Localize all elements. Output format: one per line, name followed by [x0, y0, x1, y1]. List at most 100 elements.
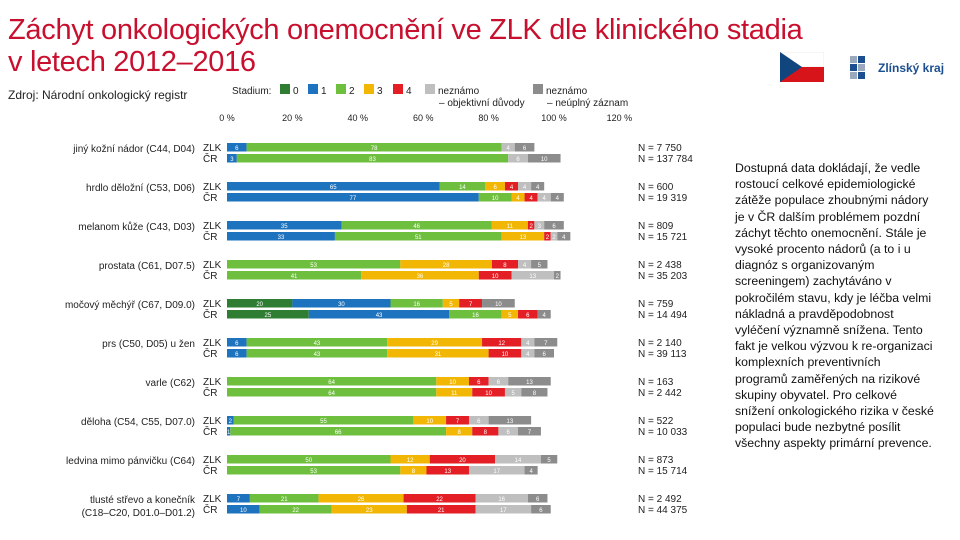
data-label: 17 — [500, 508, 507, 514]
data-label: 65 — [330, 185, 337, 191]
bar-segment — [475, 505, 532, 514]
data-label: 4 — [523, 263, 527, 269]
zlin-region-logo: Zlínský kraj — [850, 56, 944, 80]
bar-segment — [475, 494, 528, 503]
data-label: 21 — [281, 497, 288, 503]
data-label: 23 — [366, 508, 373, 514]
bar-segment — [446, 416, 469, 425]
n-label: N = 809 — [638, 221, 674, 232]
bar-segment — [524, 193, 538, 202]
data-label: 41 — [291, 274, 298, 280]
data-label: 64 — [328, 380, 335, 386]
bar-segment — [227, 299, 293, 308]
bar-segment — [227, 260, 401, 269]
data-label: 10 — [485, 391, 492, 397]
title-line-2: v letech 2012–2016 — [8, 46, 256, 78]
data-label: 10 — [449, 380, 456, 386]
bar-segment — [227, 143, 247, 152]
bar-segment — [227, 221, 342, 230]
region-label: ZLK — [203, 377, 222, 388]
category-label-line: děloha (C54, C55, D07.0) — [81, 417, 195, 428]
data-label: 8 — [412, 469, 416, 475]
data-label: 6 — [539, 508, 543, 514]
bar-segment — [227, 377, 437, 386]
data-label: 7 — [456, 419, 460, 425]
data-label: 10 — [492, 274, 499, 280]
region-label: ZLK — [203, 260, 222, 271]
bar-segment — [246, 349, 388, 358]
region-label: ČR — [203, 503, 217, 516]
legend-swatch-6 — [533, 84, 543, 94]
bar-segment — [501, 310, 519, 319]
data-label: 22 — [292, 508, 299, 514]
data-label: 31 — [435, 352, 442, 358]
data-label: 78 — [371, 146, 378, 152]
category-label-line: (C18–C20, D01.0–D01.2) — [82, 508, 195, 519]
bar-segment — [518, 427, 541, 436]
bar-segment — [511, 271, 554, 280]
bar-segment — [518, 260, 532, 269]
bar-segment — [413, 416, 447, 425]
x-tick-label: 20 % — [282, 113, 303, 123]
data-label: 22 — [436, 497, 443, 503]
bar-segment — [227, 466, 401, 475]
legend-swatch-4 — [393, 84, 403, 94]
data-label: 29 — [431, 341, 438, 347]
data-label: 16 — [498, 497, 505, 503]
data-label: 4 — [510, 185, 514, 191]
bar-segment — [361, 271, 479, 280]
region-label: ZLK — [203, 182, 222, 193]
data-label: 50 — [305, 458, 312, 464]
bar-segment — [488, 377, 509, 386]
bar-segment — [534, 338, 558, 347]
data-label: 20 — [459, 458, 466, 464]
bar-segment — [478, 193, 512, 202]
data-label: 7 — [544, 341, 548, 347]
category-label-line: jiný kožní nádor (C44, D04) — [72, 144, 195, 155]
bar-segment — [468, 377, 489, 386]
bar-segment — [501, 143, 515, 152]
data-label: 16 — [472, 313, 479, 319]
region-label: ZLK — [203, 338, 222, 349]
n-label: N = 2 438 — [638, 260, 682, 271]
legend-label-3: 3 — [377, 86, 383, 97]
category-label-line: varle (C62) — [146, 378, 195, 389]
n-label: N = 39 113 — [638, 349, 687, 360]
bar-segment — [518, 182, 532, 191]
bar-segment — [400, 260, 492, 269]
data-label: 10 — [541, 157, 548, 163]
bar-segment — [230, 427, 447, 436]
legend-label-line: 0 — [293, 86, 299, 97]
bar-segment — [527, 221, 535, 230]
n-label: N = 522 — [638, 416, 674, 427]
legend-label-line: 4 — [406, 86, 412, 97]
legend-swatch-3 — [364, 84, 374, 94]
bar-segment — [482, 338, 522, 347]
x-tick-label: 0 % — [219, 113, 235, 123]
category-label: děloha (C54, C55, D07.0) — [81, 417, 195, 428]
region-label: ZLK — [203, 143, 222, 154]
region-label: ZLK — [203, 299, 222, 310]
data-label: 43 — [314, 341, 321, 347]
data-label: 8 — [457, 430, 461, 436]
category-label: prostata (C61, D07.5) — [99, 261, 195, 272]
data-label: 5 — [511, 391, 515, 397]
bar-segment — [504, 388, 522, 397]
bar-segment — [524, 466, 538, 475]
n-label: N = 137 784 — [638, 154, 693, 165]
data-label: 6 — [552, 224, 556, 230]
n-label: N = 2 140 — [638, 338, 682, 349]
bar-segment — [521, 349, 535, 358]
n-label: N = 2 442 — [638, 388, 682, 399]
bar-segment — [531, 505, 551, 514]
bar-segment — [537, 193, 551, 202]
data-label: 6 — [235, 341, 239, 347]
region-label: ČR — [203, 230, 217, 243]
n-label: N = 759 — [638, 299, 674, 310]
bar-segment — [227, 310, 309, 319]
bar-segment — [557, 232, 571, 241]
legend-swatch-1 — [308, 84, 318, 94]
bar-segment — [468, 416, 489, 425]
data-label: 13 — [526, 380, 533, 386]
x-axis: 0 % 20 % 40 % 60 % 80 % 100 % 120 % — [219, 113, 632, 123]
